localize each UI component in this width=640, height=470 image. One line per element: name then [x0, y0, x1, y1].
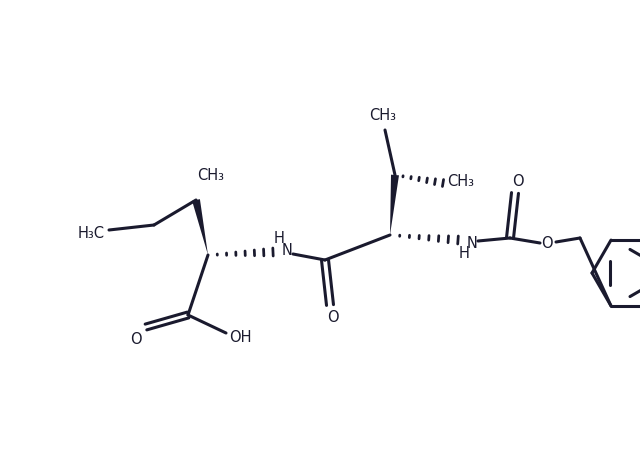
Polygon shape: [192, 199, 208, 255]
Text: O: O: [512, 173, 524, 188]
Text: O: O: [327, 311, 339, 326]
Text: OH: OH: [228, 330, 252, 345]
Text: O: O: [541, 235, 553, 251]
Text: O: O: [130, 331, 142, 346]
Text: CH₃: CH₃: [369, 108, 397, 123]
Text: CH₃: CH₃: [198, 167, 225, 182]
Text: CH₃: CH₃: [447, 173, 474, 188]
Polygon shape: [390, 175, 399, 235]
Text: N: N: [282, 243, 292, 258]
Text: H: H: [459, 246, 469, 261]
Text: H₃C: H₃C: [77, 226, 104, 241]
Text: H: H: [273, 230, 284, 245]
Text: N: N: [467, 235, 477, 251]
